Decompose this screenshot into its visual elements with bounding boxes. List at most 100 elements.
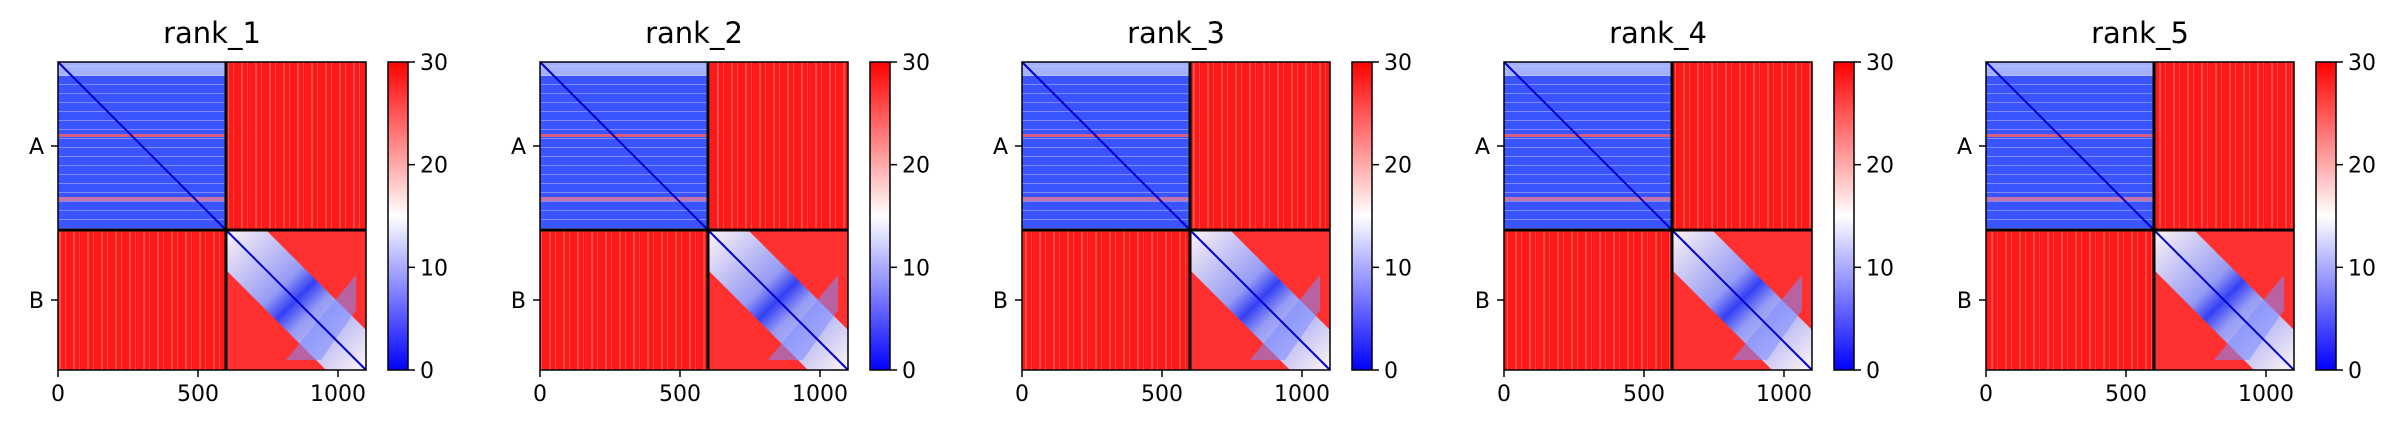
heatmap-band-AA-mid [1504,134,1672,137]
heatmap-region-BB-cross [1250,275,1320,360]
heatmap-band-AA-top [540,62,708,76]
panel-title: rank_1 [163,16,261,50]
axes-frame [1985,61,2295,371]
heatmap-band-AA-low [1504,197,1672,201]
y-chain-label: A [993,135,1008,160]
colorbar-tick-label: 0 [2348,359,2362,384]
x-tick-label: 1000 [310,382,366,407]
heatmap-region-BB-cross [286,275,356,360]
x-tick-label: 500 [2105,382,2147,407]
y-chain-label: B [29,289,44,314]
colorbar [2315,61,2337,371]
x-tick-label: 1000 [792,382,848,407]
axes-frame [539,61,849,371]
y-chain-label: A [1475,135,1490,160]
y-chain-label: A [29,135,44,160]
heatmap-block-AB [708,62,848,230]
heatmap-diagonal-AA [1021,61,1191,231]
y-chain-label: B [1957,289,1972,314]
heatmap-diagonal-BB [1671,229,1813,371]
heatmap-diagonal-AA [57,61,227,231]
x-tick-label: 500 [177,382,219,407]
x-tick-label: 1000 [1274,382,1330,407]
heatmap-diagonal-AA [1503,61,1673,231]
colorbar-tick-label: 10 [420,256,448,281]
colorbar-tick-label: 0 [902,359,916,384]
colorbar-tick-label: 10 [1384,256,1412,281]
heatmap-block-BA [1022,230,1190,370]
panel-3: rank_3 0 500 1000 A B 0 10 20 30 [993,16,1412,407]
heatmap-diagonal-AA [1985,61,2155,231]
colorbar-tick-label: 20 [1384,154,1412,179]
x-tick-label: 1000 [2238,382,2294,407]
colorbar-tick-label: 30 [1866,51,1894,76]
colorbar-tick-label: 10 [902,256,930,281]
heatmap-block-AB [226,62,366,230]
colorbar-tick-label: 20 [1866,154,1894,179]
colorbar [387,61,409,371]
panel-4: rank_4 0 500 1000 A B 0 10 20 30 [1475,16,1894,407]
x-tick-label: 0 [51,382,65,407]
y-chain-label: B [1475,289,1490,314]
panel-title: rank_4 [1609,16,1707,50]
y-chain-label: A [511,135,526,160]
heatmap-band-AA-low [58,197,226,201]
colorbar [1351,61,1373,371]
heatmap-block-AB [1190,62,1330,230]
heatmap-band-AA-top [1504,62,1672,76]
heatmap-block-BA [540,230,708,370]
colorbar [869,61,891,371]
heatmap-band-AA-low [1022,197,1190,201]
heatmap-band-AA-mid [58,134,226,137]
colorbar-tick-label: 0 [1384,359,1398,384]
heatmap-band-AA-mid [1022,134,1190,137]
colorbar-tick-label: 30 [2348,51,2376,76]
heatmap-band-AA-top [1986,62,2154,76]
x-tick-label: 1000 [1756,382,1812,407]
y-chain-label: A [1957,135,1972,160]
x-tick-label: 500 [1141,382,1183,407]
x-tick-label: 0 [1497,382,1511,407]
heatmap-block-AB [2154,62,2294,230]
heatmap-diagonal-BB [225,229,367,371]
axes-frame [1503,61,1813,371]
heatmap-band-AA-mid [540,134,708,137]
axes-frame [57,61,367,371]
heatmap-region-BB-cross [2214,275,2284,360]
heatmap-region-BB-cross [768,275,838,360]
heatmap-diagonal-BB [1189,229,1331,371]
colorbar-tick-label: 10 [1866,256,1894,281]
heatmap-block-BA [1504,230,1672,370]
panel-2: rank_2 0 500 1000 A B 0 10 20 30 [511,16,930,407]
colorbar-tick-label: 30 [902,51,930,76]
heatmap-block-BA [1986,230,2154,370]
heatmap-region-BB-cross [1732,275,1802,360]
heatmap-band-AA-top [58,62,226,76]
panel-title: rank_2 [645,16,743,50]
colorbar-tick-label: 0 [1866,359,1880,384]
y-chain-label: B [511,289,526,314]
heatmap-band-AA-low [540,197,708,201]
colorbar-tick-label: 20 [902,154,930,179]
heatmap-band-AA-mid [1986,134,2154,137]
heatmap-block-BA [58,230,226,370]
panel-1: rank_1 0 500 1000 A B 0 10 20 30 [29,16,448,407]
x-tick-label: 0 [1015,382,1029,407]
heatmap-diagonal-BB [2153,229,2295,371]
colorbar-tick-label: 0 [420,359,434,384]
x-tick-label: 0 [1979,382,1993,407]
x-tick-label: 0 [533,382,547,407]
colorbar [1833,61,1855,371]
panel-title: rank_5 [2091,16,2189,50]
colorbar-tick-label: 10 [2348,256,2376,281]
x-tick-label: 500 [659,382,701,407]
heatmap-band-AA-top [1022,62,1190,76]
y-chain-label: B [993,289,1008,314]
heatmap-diagonal-BB [707,229,849,371]
colorbar-tick-label: 30 [1384,51,1412,76]
heatmap-band-AA-low [1986,197,2154,201]
heatmap-block-AB [1672,62,1812,230]
panel-title: rank_3 [1127,16,1225,50]
colorbar-tick-label: 30 [420,51,448,76]
